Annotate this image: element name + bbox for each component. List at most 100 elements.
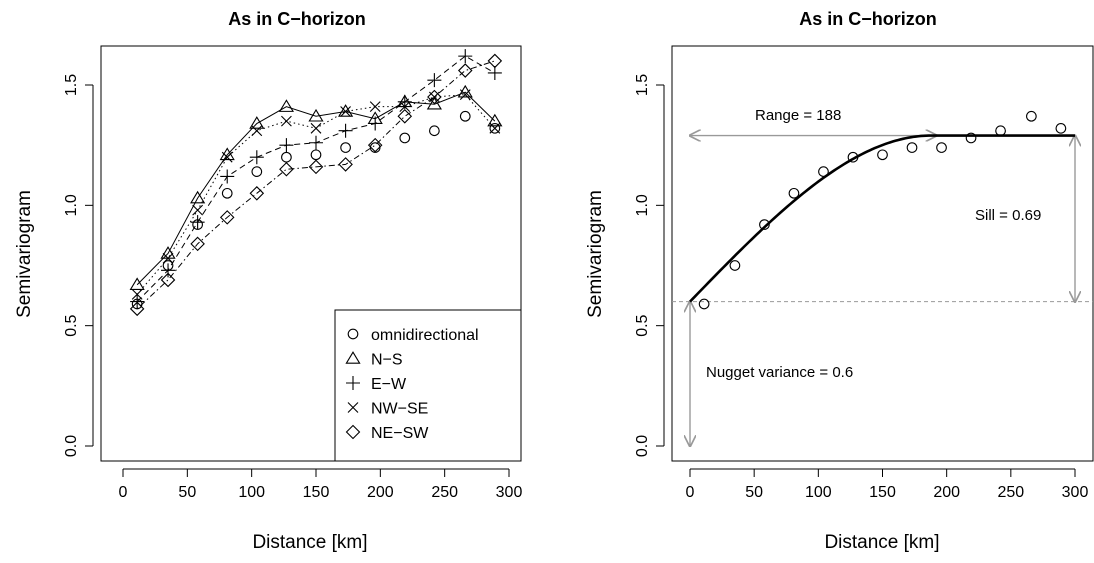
data-point [309,135,323,150]
data-point [281,151,292,163]
right-x-axis: 0 50 100 150 200 250 300 [686,468,1089,501]
right-y-axis-label: Semivariogram [585,190,606,318]
series-N−S [129,84,503,291]
series-line [136,94,496,295]
right-x-tick-label: 200 [933,484,960,501]
left-x-axis: 0 50 100 150 200 250 300 [119,468,523,501]
data-point [429,125,440,137]
right-x-tick-label: 100 [805,484,832,501]
data-point [310,149,322,161]
data-point [221,151,233,163]
data-point [279,138,294,153]
right-y-tick-label: 1.0 [634,194,651,216]
left-y-tick-label: 0.0 [63,435,80,457]
data-point [338,123,353,138]
data-point [340,142,351,153]
data-point [249,186,265,201]
legend-item: NW−SE [347,401,428,418]
left-chart: As in C−horizon 0 50 100 150 200 250 300 0.00.… [14,9,522,553]
legend-item: E−W [346,376,407,393]
series-NW−SE [131,89,501,300]
data-point [221,187,233,199]
data-point [936,142,947,153]
legend-marker [347,402,359,413]
legend-marker [345,351,361,364]
data-point [338,157,353,172]
data-point [367,137,383,153]
data-point [426,96,442,110]
data-point [399,132,411,144]
data-point [340,106,351,117]
right-y-tick-label: 0.5 [634,314,651,336]
legend-marker [347,328,359,340]
legend-label: E−W [371,376,407,393]
data-point [278,99,294,112]
right-y-tick-label: 1.5 [634,74,651,96]
data-point [729,260,741,271]
data-point [220,169,235,184]
right-y-axis: 0.0 0.5 1.0 1.5 [634,74,665,457]
data-point [129,277,145,291]
legend: omnidirectional N−S E−W NW−SE NE−SW [334,309,522,462]
left-y-axis: 0.0 0.5 1.0 1.5 [63,74,94,457]
legend-label: N−S [371,352,403,369]
data-point [427,73,442,88]
data-point [369,101,381,113]
legend-item: omnidirectional [347,327,479,344]
legend-box [334,309,522,462]
data-point [906,142,918,153]
right-x-tick-label: 250 [997,484,1024,501]
data-point [459,89,471,101]
data-point [788,187,800,199]
data-point [249,116,265,129]
spherical-model-curve [689,134,1075,303]
data-point [161,263,176,278]
data-point [310,122,322,134]
legend-marker [345,424,361,440]
legend-item: NE−SW [345,424,429,442]
left-y-tick-label: 0.5 [63,314,80,336]
data-point [129,301,145,317]
data-point [877,149,888,161]
right-x-tick-label: 0 [686,484,695,501]
left-x-tick-label: 250 [431,484,458,501]
data-point [759,219,770,230]
left-x-tick-label: 300 [496,484,523,501]
data-point [251,125,263,137]
data-point [427,89,442,105]
sill-label: Sill = 0.69 [975,207,1041,224]
right-y-tick-label: 0.0 [634,435,651,457]
data-point [487,53,503,69]
data-point [397,109,413,124]
right-x-tick-label: 50 [745,484,763,501]
data-point [399,101,411,113]
data-point [192,204,204,216]
data-point [162,252,174,264]
right-plot-frame [671,45,1094,462]
data-point [487,65,502,80]
nugget-label: Nugget variance = 0.6 [706,364,853,381]
data-point [308,108,324,122]
legend-label: omnidirectional [371,327,479,344]
variogram-annotations [672,136,1093,446]
right-chart: As in C−horizon 0 50 100 150 200 250 300 0.00.… [585,9,1094,553]
left-x-tick-label: 0 [119,484,128,501]
range-label: Range = 188 [755,107,841,124]
series-NE−SW [129,53,503,317]
right-chart-title: As in C−horizon [799,9,937,29]
data-point [489,122,501,134]
series-line [136,55,496,302]
data-point [457,63,473,78]
legend-marker [346,376,360,390]
data-point [965,132,977,144]
right-x-tick-label: 300 [1062,484,1089,501]
legend-label: NE−SW [371,425,429,442]
data-point [487,113,503,127]
left-y-tick-label: 1.5 [63,74,80,96]
left-plot-frame [100,45,522,462]
left-y-axis-label: Semivariogram [14,190,35,318]
data-point [281,115,292,127]
left-x-tick-label: 150 [303,484,330,501]
data-point [190,190,206,204]
right-x-tick-label: 150 [869,484,896,501]
